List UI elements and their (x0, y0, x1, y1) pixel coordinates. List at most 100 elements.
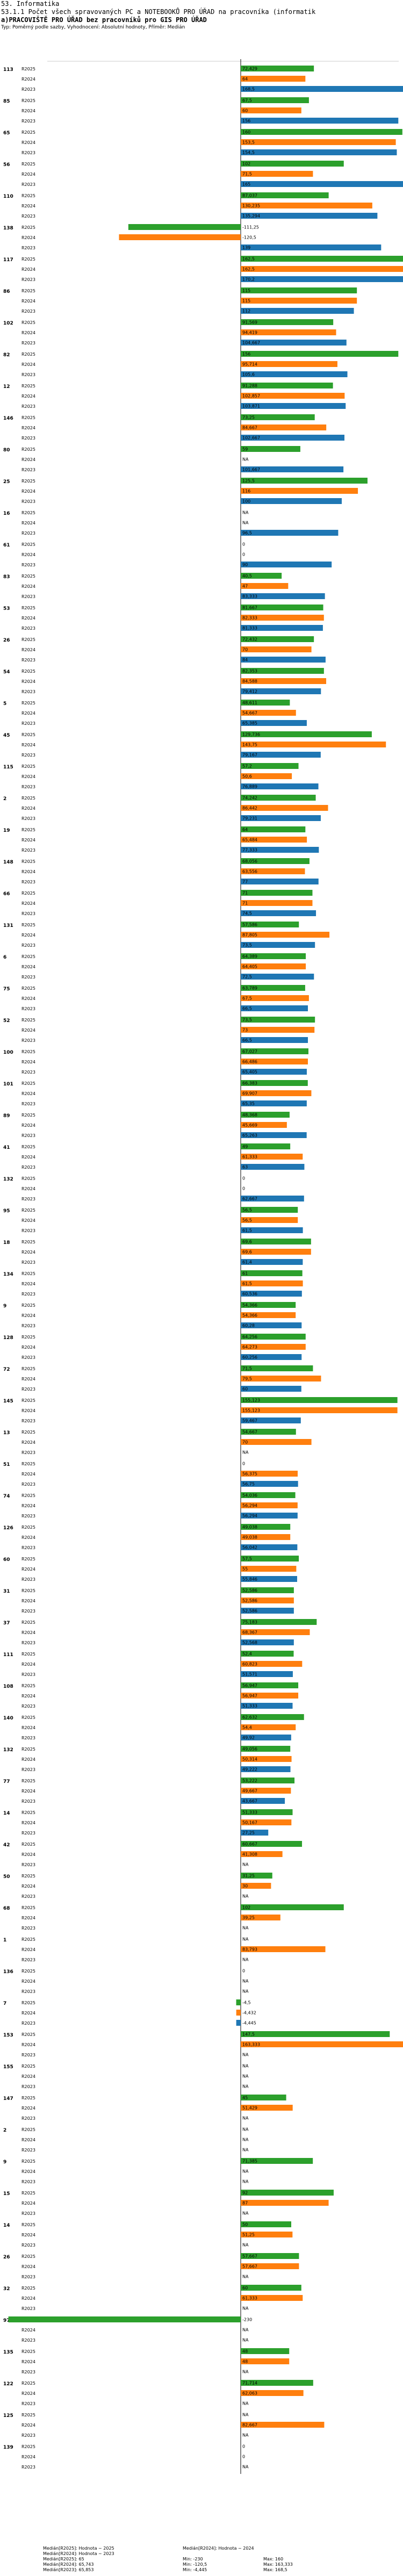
data-label: 65,385 (242, 721, 257, 726)
legend-left-2: Medián[R2025]: 65 (43, 2557, 84, 2561)
series-label: R2023 (21, 1102, 35, 1106)
series-label: R2025 (21, 1303, 35, 1308)
bar-r2023 (241, 1259, 303, 1265)
bar-r2025 (241, 700, 290, 706)
data-label: 40,5 (242, 574, 252, 579)
bar-r2024 (241, 107, 301, 113)
series-label: R2024 (21, 1155, 35, 1160)
bar-r2024 (241, 393, 345, 399)
series-label: R2023 (21, 785, 35, 789)
category-label: 131 (3, 923, 13, 929)
bar-r2025 (236, 1999, 241, 2005)
data-label: 52,568 (242, 1640, 257, 1645)
data-label: 139 (242, 246, 250, 250)
bar-r2023 (241, 1735, 291, 1740)
bar-r2023 (241, 1417, 301, 1423)
data-label: 53,222 (242, 1779, 257, 1783)
data-label: NA (242, 1958, 249, 1962)
category-label: 14 (3, 2223, 10, 2228)
series-label: R2023 (21, 1799, 35, 1804)
series-label: R2023 (21, 2433, 35, 2438)
data-label: 52,4 (242, 1652, 252, 1657)
series-label: R2025 (21, 1271, 35, 1276)
series-label: R2024 (21, 616, 35, 621)
legend-mid-2: Min: -230 (183, 2557, 203, 2561)
series-label: R2025 (21, 1366, 35, 1371)
category-label: 45 (3, 733, 10, 738)
series-label: R2024 (21, 457, 35, 462)
data-label: NA (242, 2328, 249, 2333)
category-label: 126 (3, 1526, 13, 1531)
bar-r2025 (241, 2095, 286, 2100)
series-label: R2025 (21, 2127, 35, 2132)
category-label: 72 (3, 1367, 10, 1372)
series-label: R2024 (21, 679, 35, 684)
category-label: 60 (3, 1557, 10, 1563)
series-label: R2025 (21, 2381, 35, 2386)
bar-r2025 (241, 319, 334, 325)
series-label: R2025 (21, 1176, 35, 1181)
category-label: 41 (3, 1145, 10, 1150)
data-label: NA (242, 2243, 249, 2248)
series-label: R2024 (21, 1725, 35, 1730)
data-label: 92 (242, 2191, 248, 2196)
bar-r2023 (241, 435, 345, 441)
series-label: R2024 (21, 1662, 35, 1667)
series-label: R2024 (21, 1250, 35, 1255)
bar-r2025 (241, 1587, 294, 1593)
data-label: 56,294 (242, 1514, 257, 1519)
data-label: 52,586 (242, 1609, 257, 1614)
data-label: 56,947 (242, 1694, 257, 1699)
series-label: R2024 (21, 204, 35, 208)
bar-r2024 (241, 1598, 294, 1603)
bar-r2024 (241, 1534, 291, 1540)
series-label: R2025 (21, 1493, 35, 1498)
bar-r2024 (241, 1915, 280, 1920)
data-label: 51,25 (242, 2233, 255, 2237)
series-label: R2025 (21, 415, 35, 420)
legend-right-1 (263, 2551, 344, 2557)
series-label: R2025 (21, 1620, 35, 1625)
series-label: R2025 (21, 1018, 35, 1023)
data-label: NA (242, 2401, 249, 2406)
bar-r2025 (241, 858, 310, 864)
data-label: 67,5 (242, 996, 252, 1001)
data-label: 62,632 (242, 1715, 257, 1720)
series-label: R2024 (21, 2011, 35, 2016)
bar-r2023 (241, 847, 319, 853)
bar-r2023 (241, 1513, 298, 1519)
series-label: R2023 (21, 119, 35, 124)
bar-r2023 (241, 688, 321, 694)
data-label: 56,375 (242, 1472, 257, 1477)
series-label: R2023 (21, 1070, 35, 1075)
data-label: 84,667 (242, 426, 257, 430)
bar-r2024 (241, 1629, 310, 1635)
data-label: 82,667 (242, 2423, 257, 2428)
legend-right-0 (263, 2546, 344, 2551)
category-label: 85 (3, 99, 10, 104)
data-label: 0 (242, 542, 245, 547)
data-label: NA (242, 2064, 249, 2069)
bar-r2023 (241, 720, 307, 726)
series-label: R2025 (21, 1398, 35, 1403)
series-label: R2025 (21, 796, 35, 801)
legend-mid-4: Min: -4,445 (183, 2567, 207, 2572)
bar-r2025 (241, 1524, 291, 1530)
category-label: 136 (3, 1969, 13, 1975)
chart-title-continued: a)PRACOVIŠTĚ PRO ÚŘAD bez pracovníků pro… (1, 16, 207, 24)
data-label: 54,366 (242, 1303, 257, 1308)
series-label: R2024 (21, 1313, 35, 1318)
legend-right-3: Max: 163,333 (263, 2562, 293, 2567)
bar-r2025 (241, 478, 368, 484)
series-label: R2025 (21, 1683, 35, 1688)
data-label: 61,333 (242, 1155, 257, 1160)
bar-r2025 (241, 2031, 390, 2037)
data-label: 96,5 (242, 531, 252, 536)
category-label: 31 (3, 1589, 10, 1594)
series-label: R2024 (21, 965, 35, 969)
series-label: R2024 (21, 172, 35, 177)
series-label: R2023 (21, 1228, 35, 1233)
category-label: 146 (3, 416, 13, 421)
series-label: R2025 (21, 1969, 35, 1974)
data-label: 71 (242, 891, 248, 896)
